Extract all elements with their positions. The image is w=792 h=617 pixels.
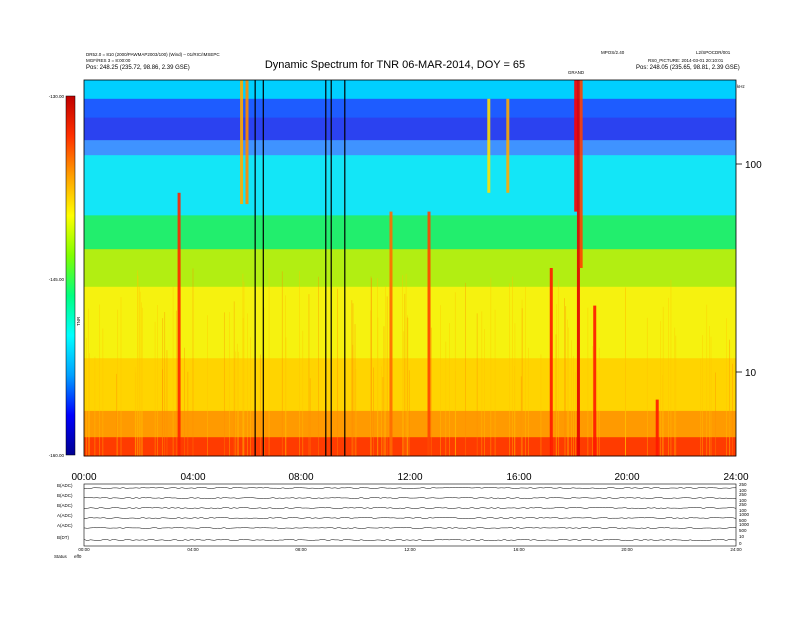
header-left-line1: DR52.0 = 810 (2000/PAWMAP2003/100) (Wind…	[86, 52, 220, 57]
freq-tick-100: 100	[745, 160, 762, 171]
panel-time-1: 04:00	[187, 547, 199, 552]
panel-time-5: 20:00	[621, 547, 633, 552]
freq-tick-10: 10	[745, 368, 757, 379]
radio-burst	[389, 211, 393, 456]
panel-time-4: 16:00	[513, 547, 525, 552]
panel-rtick-1: 250	[739, 482, 747, 487]
time-tick-2400: 24:00	[723, 472, 748, 483]
panel-label-2: B(ADC)	[57, 493, 73, 498]
header-left-line3: Pos: 248.25 (235.72, 98.86, 2.39 GSE)	[86, 65, 190, 71]
panel-label-4: A(ADC)	[57, 513, 73, 518]
header-right-top-left: MPOS/2.40	[601, 50, 625, 55]
spectrum-band	[84, 249, 736, 288]
panel-rtick-2: 100	[739, 488, 747, 493]
header-left-line2: MGF/RES 3 = 8:00:00	[86, 58, 131, 63]
housekeeping-trace	[83, 507, 737, 509]
status-value: eff0	[74, 554, 82, 559]
colorbar	[65, 95, 76, 456]
radio-burst	[506, 98, 510, 193]
spectrum-band	[84, 140, 736, 156]
colorbar-tick-mid: -145.00	[49, 277, 65, 282]
spectrogram-frame	[83, 79, 737, 457]
housekeeping-trace	[83, 487, 736, 489]
panel-rtick-3: 250	[739, 492, 747, 497]
panel-time-6: 24:00	[730, 547, 742, 552]
radio-burst	[177, 192, 181, 457]
housekeeping-trace	[84, 497, 737, 499]
khz-unit-label: kHz	[737, 84, 745, 89]
time-tick-0800: 08:00	[288, 472, 313, 483]
spectrum-band	[84, 80, 736, 100]
spectrum-band	[84, 437, 736, 457]
radio-burst	[549, 268, 553, 456]
time-tick-1200: 12:00	[397, 472, 422, 483]
chart-title: Dynamic Spectrum for TNR 06-MAR-2014, DO…	[265, 59, 525, 71]
panel-label-3: B(ADC)	[57, 503, 73, 508]
colorbar-tick-top: -130.00	[49, 94, 65, 99]
spectrum-band	[84, 155, 736, 216]
housekeeping-trace	[83, 517, 737, 519]
panel-time-2: 08:00	[295, 547, 307, 552]
spectrum-band	[84, 358, 736, 412]
panel-rtick-6: 100	[739, 508, 747, 513]
radio-burst	[579, 80, 583, 268]
spectrum-marker-label: GRAND	[568, 70, 585, 75]
radio-burst	[487, 98, 491, 193]
housekeeping-panels: B(ADC) B(ADC) B(ADC) A(ADC) A(ADC) B(DT)…	[54, 482, 750, 559]
panel-rtick-9: 1000	[739, 522, 750, 527]
status-label: Status	[54, 554, 68, 559]
panel-time-3: 12:00	[404, 547, 416, 552]
panel-rtick-5: 250	[739, 502, 747, 507]
radio-burst	[574, 80, 578, 212]
panel-label-5: A(ADC)	[57, 523, 73, 528]
header-right-line3: Pos: 248.05 (235.65, 98.81, 2.39 GSE)	[636, 65, 740, 71]
spectrum-band	[84, 410, 736, 438]
spectrum-band	[84, 215, 736, 250]
spectrum-band	[84, 117, 736, 141]
panel-label-6: B(DT)	[57, 535, 69, 540]
spectrogram	[83, 80, 736, 457]
housekeeping-trace	[83, 539, 737, 541]
time-tick-0400: 04:00	[180, 472, 205, 483]
panel-rtick-12: 0	[739, 541, 742, 546]
colorbar-label: TNR	[76, 316, 81, 326]
radio-burst	[593, 305, 597, 456]
colorbar-tick-bottom: -160.00	[49, 453, 65, 458]
radio-burst	[240, 80, 244, 205]
spectrum-band	[84, 286, 736, 359]
panel-rtick-11: 10	[739, 534, 745, 539]
spectrum-band	[84, 98, 736, 119]
panel-rtick-8: 500	[739, 518, 747, 523]
radio-burst	[245, 80, 249, 205]
header-right-line2: RS0_PICTURE: 2014-03-01 20:10:01	[648, 58, 724, 63]
panel-label-1: B(ADC)	[57, 483, 73, 488]
time-tick-2000: 20:00	[614, 472, 639, 483]
radio-burst	[655, 399, 659, 456]
radio-burst	[576, 80, 580, 456]
housekeeping-trace	[83, 527, 737, 529]
time-tick-0000: 00:00	[71, 472, 96, 483]
panel-rtick-7: 1000	[739, 512, 750, 517]
radio-burst	[427, 211, 431, 456]
header-right-top-right: L2/SPOCDR/001	[696, 50, 731, 55]
panel-rtick-4: 100	[739, 498, 747, 503]
panel-time-0: 00:00	[78, 547, 90, 552]
panel-rtick-10: 500	[739, 528, 747, 533]
time-tick-1600: 16:00	[506, 472, 531, 483]
